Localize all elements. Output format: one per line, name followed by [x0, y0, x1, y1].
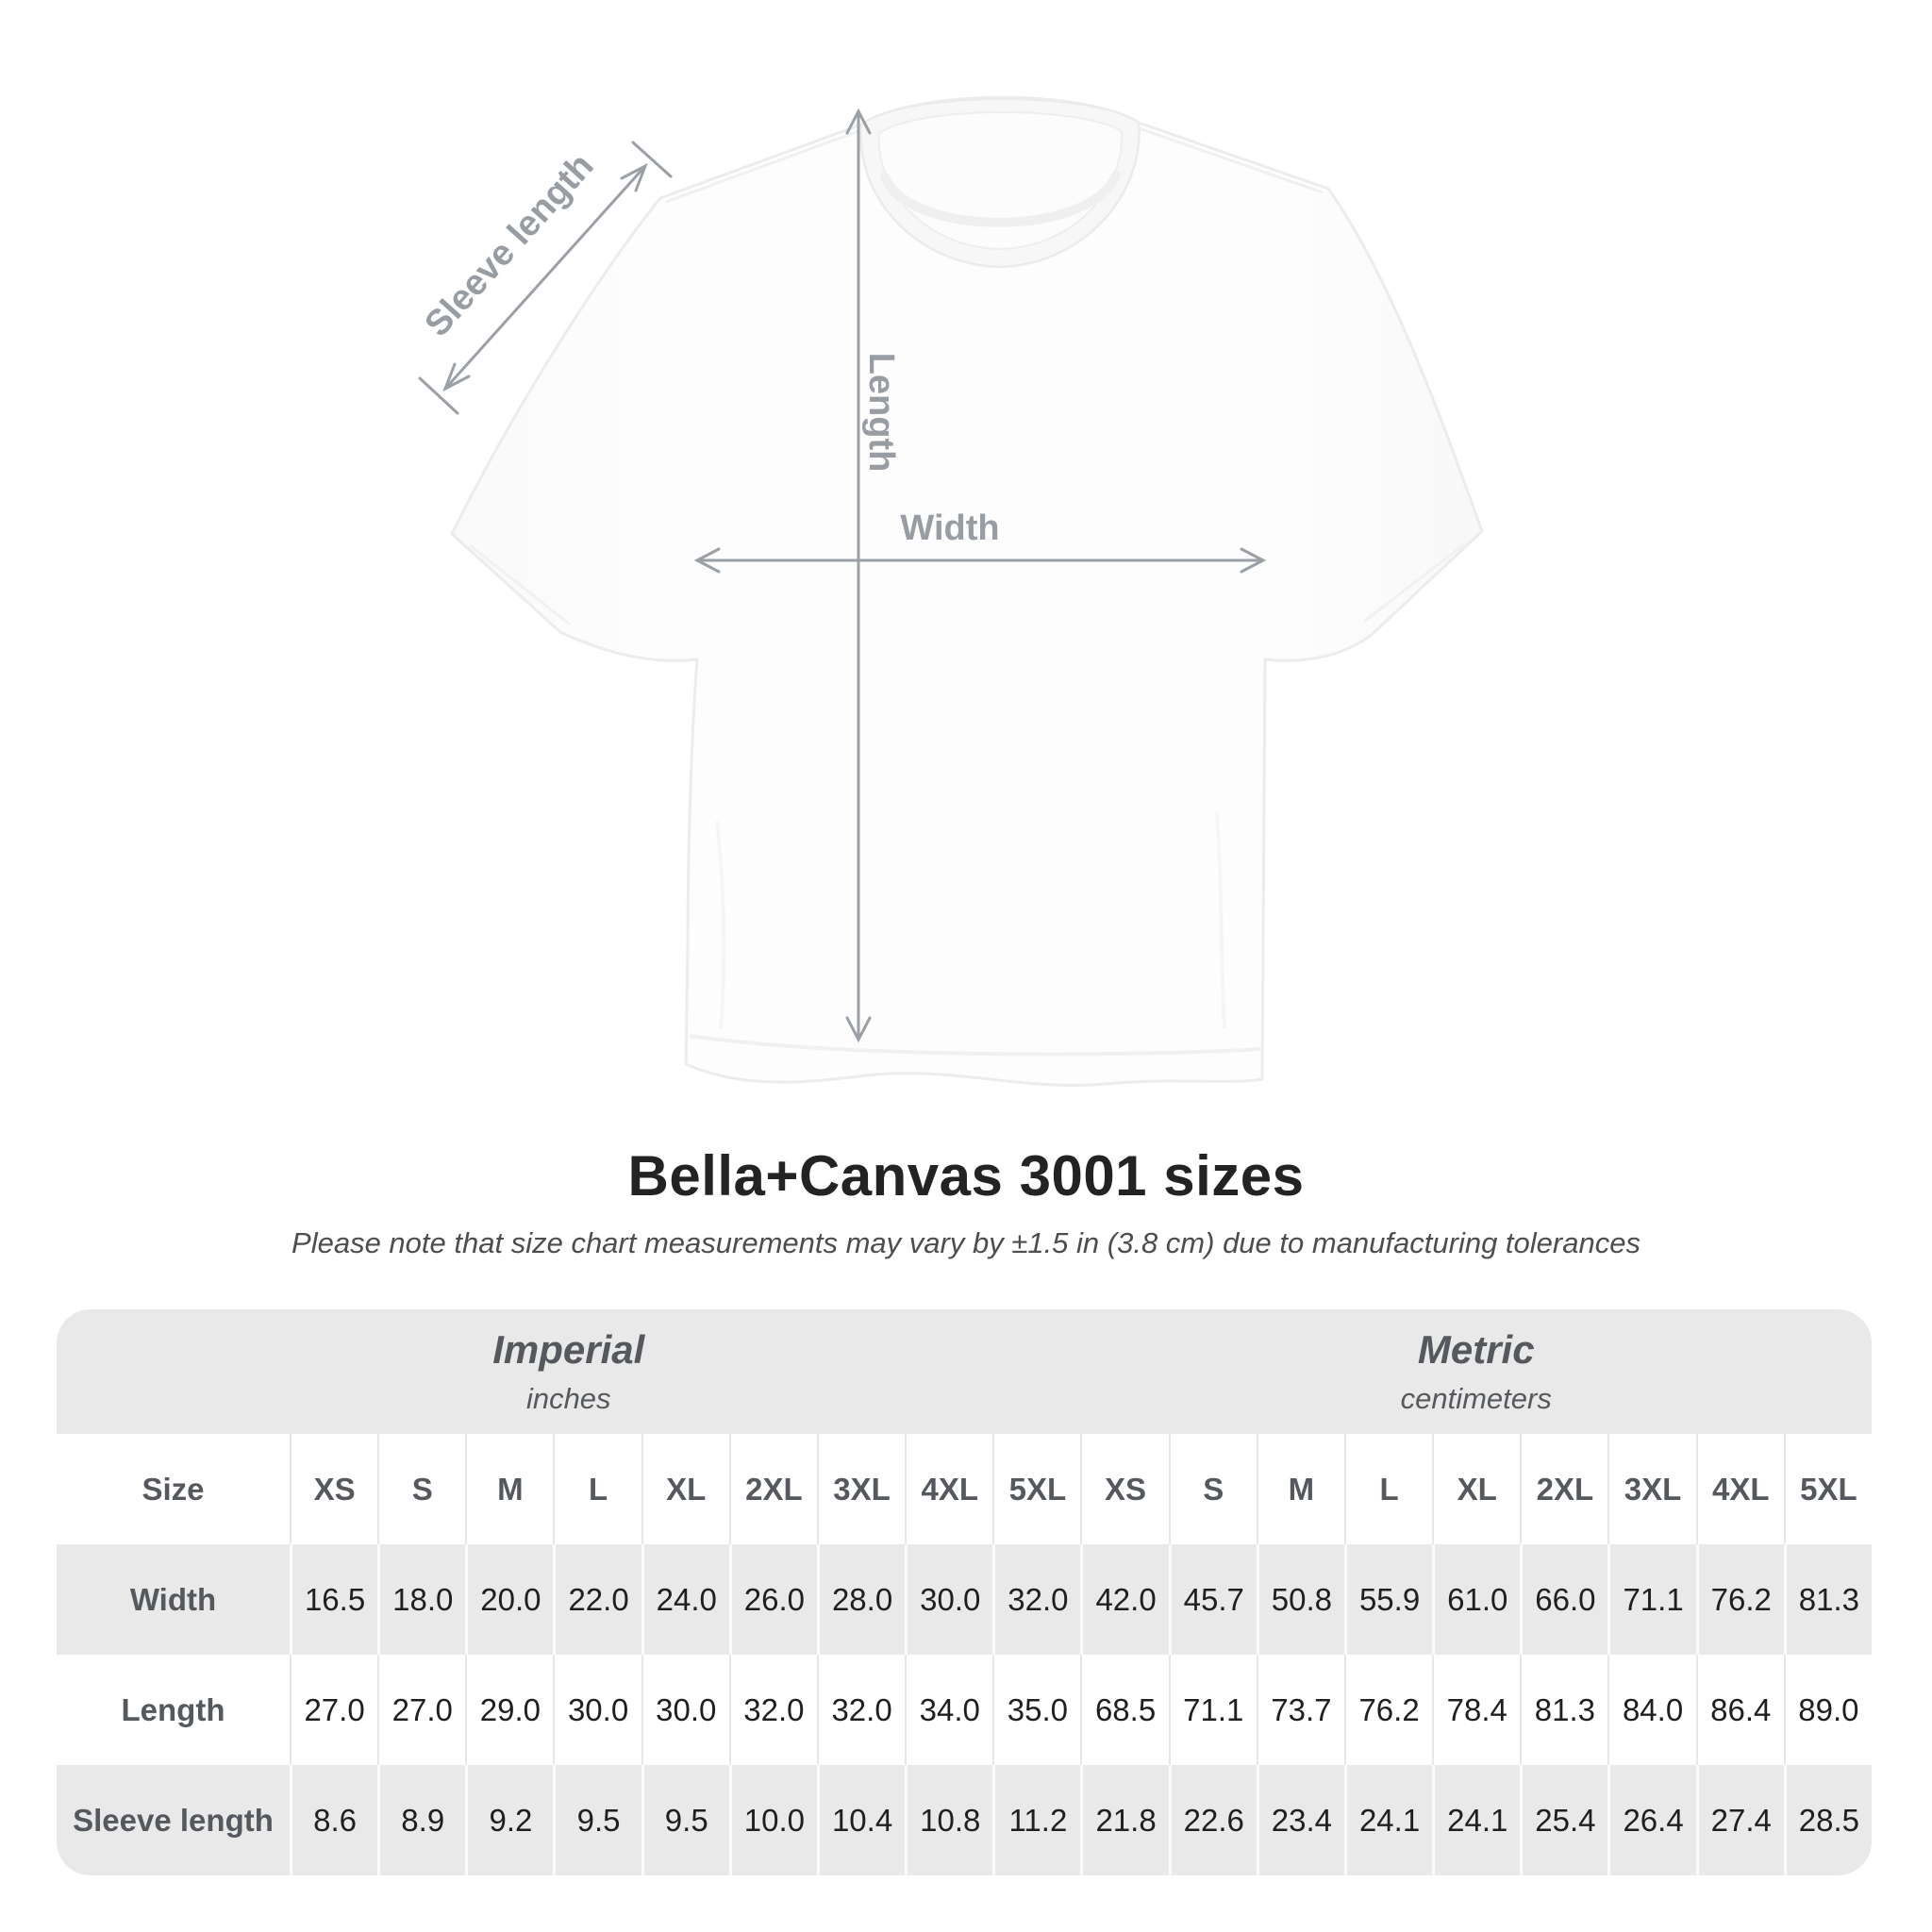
table-cell: 35.0 [992, 1655, 1081, 1765]
table-cell: 24.1 [1432, 1765, 1521, 1875]
column-header-metric-l: L [1343, 1434, 1433, 1544]
table-cell: 9.2 [465, 1765, 554, 1875]
page-subtitle: Please note that size chart measurements… [291, 1226, 1641, 1259]
row-label: Sleeve length [57, 1765, 290, 1875]
table-cell: 28.0 [816, 1544, 906, 1655]
table-cell: 29.0 [465, 1655, 554, 1765]
table-cell: 71.1 [1168, 1655, 1257, 1765]
column-header-imperial-s: S [377, 1434, 466, 1544]
column-header-imperial-xl: XL [641, 1434, 729, 1544]
table-cell: 73.7 [1256, 1655, 1344, 1765]
table-cell: 84.0 [1607, 1655, 1696, 1765]
table-cell: 26.4 [1607, 1765, 1696, 1875]
column-header-imperial-m: M [465, 1434, 554, 1544]
table-cell: 10.8 [905, 1765, 993, 1875]
table-cell: 10.4 [816, 1765, 906, 1875]
row-label: Length [57, 1655, 290, 1765]
table-cell: 45.7 [1168, 1544, 1257, 1655]
table-cell: 27.0 [290, 1655, 378, 1765]
length-label: Length [861, 353, 901, 473]
table-cell: 10.0 [728, 1765, 817, 1875]
table-cell: 11.2 [992, 1765, 1081, 1875]
table-cell: 61.0 [1432, 1544, 1521, 1655]
table-cell: 23.4 [1256, 1765, 1344, 1875]
column-header-metric-4xl: 4XL [1695, 1434, 1784, 1544]
column-header-metric-3xl: 3XL [1607, 1434, 1696, 1544]
column-header-size: Size [57, 1434, 290, 1544]
column-header-metric-m: M [1256, 1434, 1344, 1544]
table-cell: 21.8 [1080, 1765, 1169, 1875]
row-label: Width [57, 1544, 290, 1655]
table-cell: 9.5 [641, 1765, 729, 1875]
column-header-imperial-xs: XS [290, 1434, 378, 1544]
table-cell: 27.4 [1695, 1765, 1784, 1875]
table-cell: 89.0 [1783, 1655, 1872, 1765]
table-cell: 18.0 [377, 1544, 466, 1655]
tshirt-illustration [450, 95, 1484, 1087]
table-cell: 24.1 [1343, 1765, 1433, 1875]
column-header-metric-xs: XS [1080, 1434, 1169, 1544]
table-cell: 42.0 [1080, 1544, 1169, 1655]
column-header-imperial-2xl: 2XL [728, 1434, 817, 1544]
table-cell: 28.5 [1783, 1765, 1872, 1875]
table-cell: 25.4 [1520, 1765, 1608, 1875]
table-cell: 8.9 [377, 1765, 466, 1875]
table-cell: 32.0 [992, 1544, 1081, 1655]
table-cell: 22.0 [553, 1544, 641, 1655]
table-cell: 34.0 [905, 1655, 993, 1765]
table-cell: 78.4 [1432, 1655, 1521, 1765]
column-header-imperial-l: L [553, 1434, 641, 1544]
column-header-imperial-4xl: 4XL [905, 1434, 993, 1544]
table-cell: 32.0 [816, 1655, 906, 1765]
width-label: Width [900, 508, 999, 548]
table-cell: 9.5 [553, 1765, 641, 1875]
table-cell: 81.3 [1783, 1544, 1872, 1655]
table-cell: 30.0 [905, 1544, 993, 1655]
table-cell: 30.0 [641, 1655, 729, 1765]
table-cell: 32.0 [728, 1655, 817, 1765]
page-title: Bella+Canvas 3001 sizes [627, 1144, 1305, 1208]
metric-unit-label: centimeters [1400, 1382, 1552, 1415]
length-arrow [845, 108, 872, 1043]
metric-label: Metric [1417, 1327, 1535, 1372]
table-cell: 20.0 [465, 1544, 554, 1655]
table-cell: 27.0 [377, 1655, 466, 1765]
width-arrow [693, 547, 1267, 574]
table-cell: 55.9 [1343, 1544, 1433, 1655]
table-cell: 8.6 [290, 1765, 378, 1875]
table-cell: 22.6 [1168, 1765, 1257, 1875]
table-cell: 71.1 [1607, 1544, 1696, 1655]
column-header-imperial-5xl: 5XL [992, 1434, 1081, 1544]
column-header-metric-5xl: 5XL [1783, 1434, 1872, 1544]
table-cell: 68.5 [1080, 1655, 1169, 1765]
column-header-metric-xl: XL [1432, 1434, 1521, 1544]
column-header-metric-s: S [1168, 1434, 1257, 1544]
table-cell: 16.5 [290, 1544, 378, 1655]
imperial-unit-label: inches [525, 1382, 611, 1415]
sleeve-length-arrow [418, 141, 673, 415]
table-cell: 26.0 [728, 1544, 817, 1655]
column-header-metric-2xl: 2XL [1520, 1434, 1608, 1544]
column-header-imperial-3xl: 3XL [816, 1434, 906, 1544]
table-cell: 76.2 [1695, 1544, 1784, 1655]
table-cell: 24.0 [641, 1544, 729, 1655]
imperial-group-header: Imperial inches [57, 1309, 1081, 1434]
table-cell: 50.8 [1256, 1544, 1344, 1655]
size-table: Imperial inches Metric centimeters Size X… [57, 1309, 1872, 1875]
table-cell: 66.0 [1520, 1544, 1608, 1655]
table-cell: 86.4 [1695, 1655, 1784, 1765]
table-cell: 76.2 [1343, 1655, 1433, 1765]
metric-group-header: Metric centimeters [1080, 1309, 1872, 1434]
imperial-label: Imperial [492, 1327, 645, 1372]
table-cell: 81.3 [1520, 1655, 1608, 1765]
table-cell: 30.0 [553, 1655, 641, 1765]
